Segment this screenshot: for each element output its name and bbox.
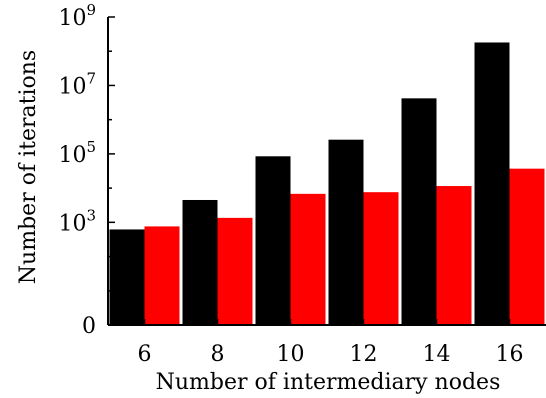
bar-series1-8 bbox=[182, 199, 218, 325]
x-axis-label: Number of intermediary nodes bbox=[156, 370, 501, 395]
y-tick-label: 109 bbox=[58, 1, 96, 31]
x-tick-label: 12 bbox=[350, 342, 378, 367]
x-tick-label: 16 bbox=[496, 342, 524, 367]
y-ticks-group: 0 103 105 107 109 bbox=[58, 1, 115, 339]
bar-series1-6 bbox=[109, 229, 145, 325]
axes-group bbox=[107, 17, 546, 326]
bar-series1-14 bbox=[401, 98, 437, 325]
bar-series2-10 bbox=[290, 193, 326, 325]
y-tick-label: 103 bbox=[58, 206, 96, 236]
bar-series1-10 bbox=[255, 156, 291, 325]
x-tick-label: 10 bbox=[277, 342, 305, 367]
bar-series2-12 bbox=[363, 192, 399, 325]
bars-group bbox=[109, 42, 545, 325]
x-tick-label: 8 bbox=[211, 342, 225, 367]
bar-series2-14 bbox=[436, 186, 472, 325]
bar-series1-12 bbox=[328, 139, 364, 325]
bar-series2-16 bbox=[509, 168, 545, 325]
y-tick-label: 107 bbox=[58, 69, 96, 99]
bar-series2-6 bbox=[144, 226, 180, 325]
y-tick-label: 105 bbox=[58, 138, 96, 168]
x-tick-label: 14 bbox=[423, 342, 451, 367]
bar-series1-16 bbox=[474, 42, 510, 325]
y-tick-label: 0 bbox=[82, 314, 96, 339]
bar-series2-8 bbox=[217, 217, 253, 325]
y-axis-label: Number of iterations bbox=[16, 50, 41, 284]
x-tick-label: 6 bbox=[138, 342, 152, 367]
x-ticks-group: 6 8 10 12 14 16 bbox=[138, 319, 524, 367]
